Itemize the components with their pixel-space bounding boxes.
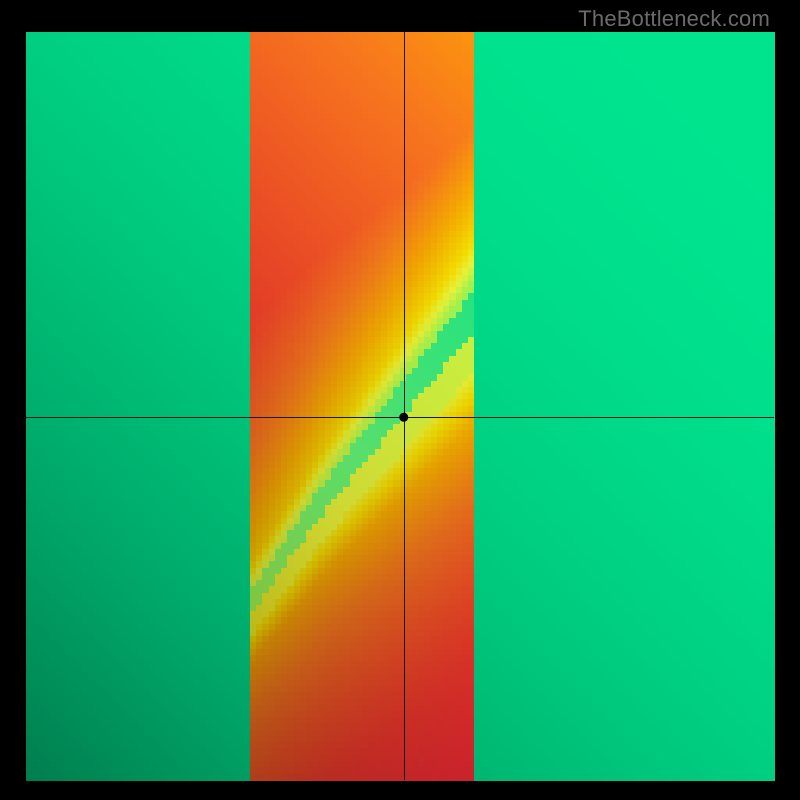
heatmap-container: { "watermark": { "text": "TheBottleneck.… — [0, 0, 800, 800]
bottleneck-heatmap — [0, 0, 800, 800]
watermark-text: TheBottleneck.com — [578, 6, 770, 32]
